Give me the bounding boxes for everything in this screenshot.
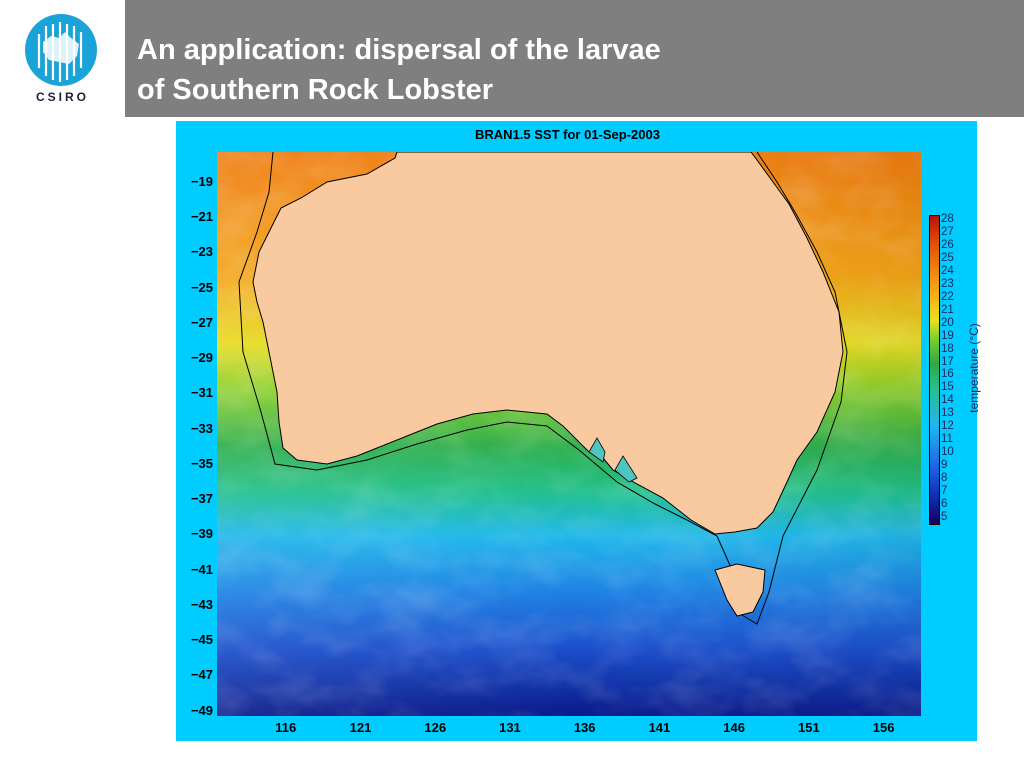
colorbar-tick-label: 21: [941, 303, 954, 316]
lon-tick-label: 156: [872, 720, 895, 735]
slide-title: An application: dispersal of the larvae …: [137, 30, 661, 110]
csiro-logo: CSIRO: [0, 0, 125, 117]
colorbar-tick-label: 10: [941, 446, 954, 459]
lat-tick-label: −21: [190, 209, 213, 225]
lon-tick-label: 151: [798, 720, 820, 735]
header-bar: An application: dispersal of the larvae …: [125, 0, 1024, 117]
lon-tick-label: 146: [723, 720, 745, 735]
colorbar-tick-label: 6: [941, 498, 948, 511]
lat-tick-label: −33: [190, 420, 213, 436]
lat-tick-label: −49: [190, 702, 213, 718]
tasmania-land: [714, 563, 766, 617]
csiro-logo-text: CSIRO: [35, 90, 89, 104]
lon-tick-label: 126: [424, 720, 447, 735]
colorbar-tick-label: 26: [941, 238, 954, 251]
colorbar-tick-label: 17: [941, 355, 954, 368]
colorbar-tick-label: 24: [941, 264, 954, 277]
lon-tick-label: 116: [275, 720, 297, 735]
colorbar-tick-label: 22: [941, 290, 954, 303]
colorbar-tick-label: 12: [941, 420, 954, 433]
csiro-emblem-icon: [25, 14, 97, 86]
lat-tick-label: −31: [190, 385, 213, 401]
shelf-contour: [238, 152, 848, 625]
lon-tick-label: 131: [499, 720, 521, 735]
gulf-water: [588, 437, 638, 483]
colorbar-tick-label: 7: [941, 485, 948, 498]
lat-tick-label: −41: [190, 561, 213, 577]
colorbar-tick-label: 15: [941, 381, 954, 394]
lat-tick-label: −37: [190, 491, 213, 507]
lat-tick-label: −27: [190, 314, 213, 330]
lat-tick-label: −45: [190, 632, 213, 648]
colorbar-tick-label: 20: [941, 316, 954, 329]
colorbar-tick-label: 16: [941, 368, 954, 381]
colorbar-tick-label: 25: [941, 251, 954, 264]
lat-tick-label: −43: [190, 596, 213, 612]
colorbar-tick-label: 27: [941, 225, 954, 238]
colorbar-tick-label: 23: [941, 277, 954, 290]
sst-map-figure: BRAN1.5 SST for 01-Sep-2003: [176, 121, 981, 741]
lat-tick-label: −47: [190, 667, 213, 683]
lat-tick-label: −25: [190, 279, 213, 295]
colorbar-tick-label: 11: [941, 433, 953, 446]
lat-tick-label: −19: [190, 173, 213, 189]
lon-tick-label: 141: [648, 720, 671, 735]
slide-title-line-2: of Southern Rock Lobster: [137, 74, 494, 106]
colorbar-tick-label: 5: [941, 511, 948, 523]
australia-land: [252, 152, 844, 535]
colorbar-tick-label: 9: [941, 459, 948, 472]
lat-tick-label: −23: [190, 244, 213, 260]
map-title: BRAN1.5 SST for 01-Sep-2003: [475, 127, 660, 142]
slide-title-line-1: An application: dispersal of the larvae: [137, 34, 661, 66]
lon-tick-label: 121: [349, 720, 372, 735]
sst-map: [217, 152, 921, 716]
colorbar-tick-label: 8: [941, 472, 948, 485]
lon-tick-label: 136: [573, 720, 596, 735]
lat-tick-label: −29: [190, 350, 213, 366]
colorbar-tick-label: 28: [941, 213, 954, 225]
colorbar-tick-label: 14: [941, 394, 954, 407]
colorbar: [929, 215, 940, 525]
lat-tick-label: −35: [190, 455, 213, 471]
colorbar-tick-label: 19: [941, 329, 954, 342]
colorbar-tick-label: 18: [941, 342, 954, 355]
colorbar-label: temperature (°C): [967, 323, 981, 413]
lat-tick-label: −39: [190, 526, 213, 542]
colorbar-tick-label: 13: [941, 407, 954, 420]
